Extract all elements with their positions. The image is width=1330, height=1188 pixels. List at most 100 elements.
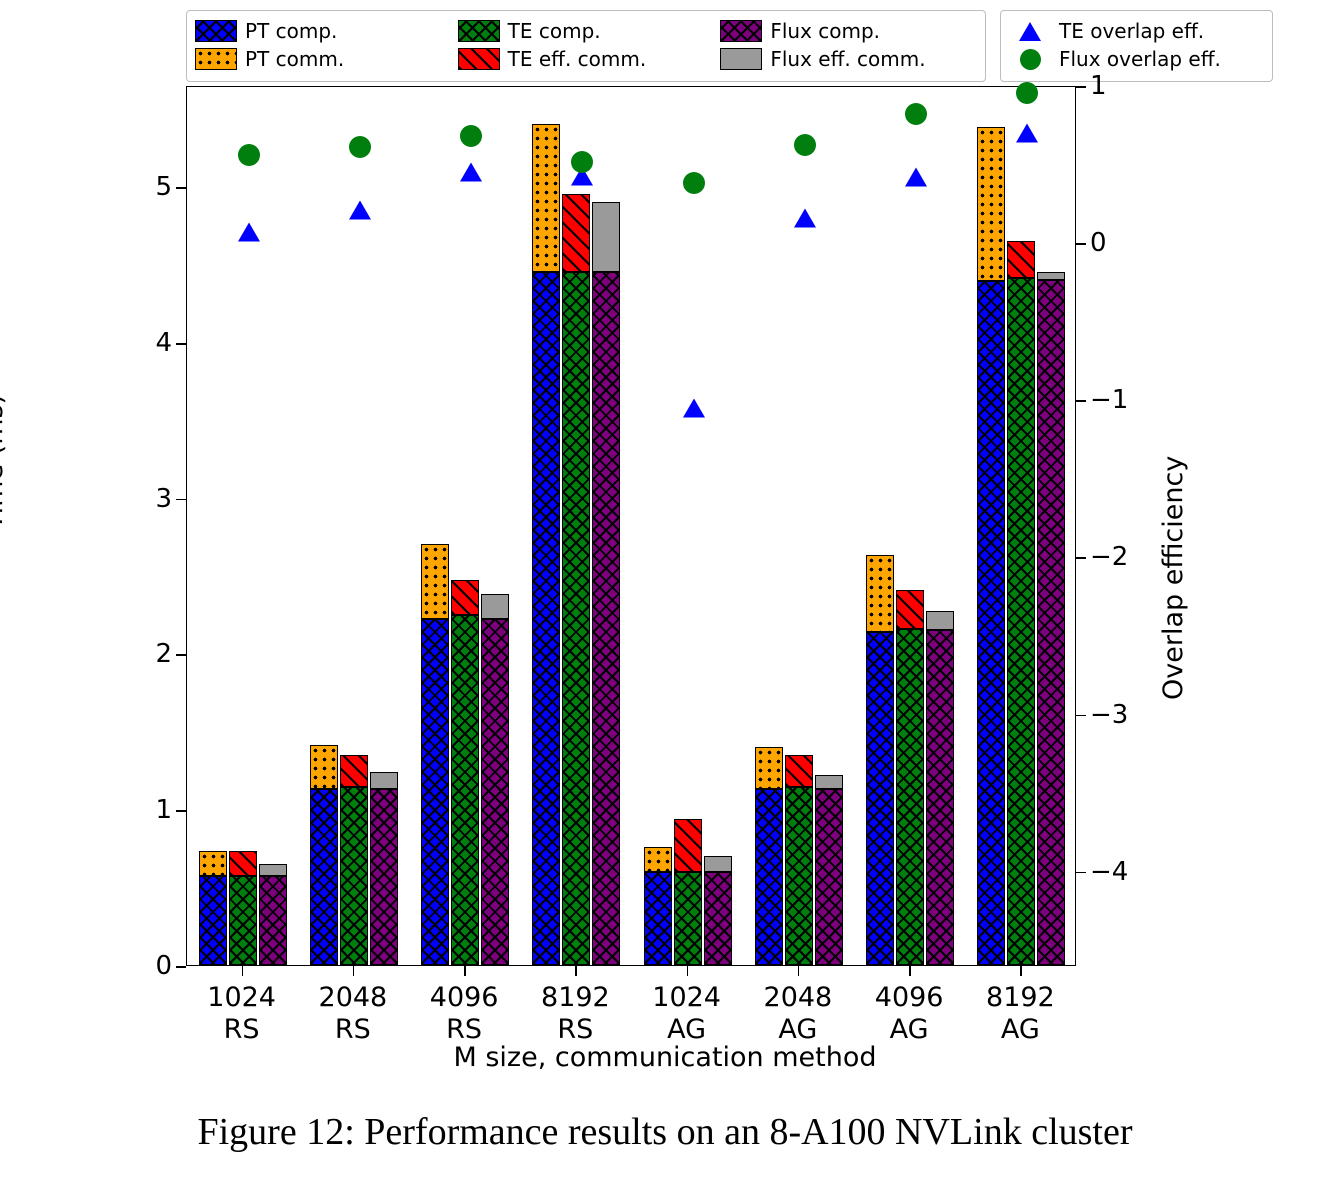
- bar-stack[interactable]: [592, 201, 621, 965]
- bar-stack[interactable]: [339, 754, 368, 965]
- y-axis-tick-mark-right: [1076, 243, 1086, 245]
- plot-area: [186, 82, 1076, 966]
- bar-segment-comm: [369, 771, 398, 789]
- bar-segment-comm: [1007, 240, 1036, 279]
- y-axis-tick-right: −1: [1090, 385, 1129, 416]
- y-axis-tick-mark-left: [176, 498, 186, 501]
- x-tick-method: AG: [889, 1013, 929, 1045]
- y-axis-tick-mark-right: [1076, 86, 1086, 88]
- bar-segment-comp: [896, 628, 925, 965]
- blue-triangle-marker: [1009, 20, 1051, 42]
- bar-stack[interactable]: [784, 754, 813, 965]
- bar-stack[interactable]: [481, 594, 510, 965]
- bar-segment-comm: [421, 544, 450, 620]
- bar-segment-comm: [562, 194, 591, 272]
- x-tick-method: AG: [667, 1013, 707, 1045]
- bar-stack[interactable]: [258, 863, 287, 965]
- bar-segment-comp: [1007, 278, 1036, 965]
- y-axis-tick-left: 4: [155, 327, 172, 358]
- bar-segment-comm: [673, 818, 702, 872]
- x-axis-label: M size, communication method: [453, 1042, 877, 1073]
- x-axis-tick-label: 1024 AG: [652, 982, 721, 1046]
- legend-item[interactable]: Flux overlap eff.: [1009, 45, 1264, 73]
- x-tick-size: 8192: [986, 982, 1055, 1013]
- flux-overlap-eff-marker: [905, 102, 928, 125]
- bar-stack[interactable]: [673, 818, 702, 965]
- x-axis-tick-mark: [909, 966, 911, 976]
- bar-stack[interactable]: [754, 746, 783, 965]
- bar-segment-comp: [228, 876, 257, 965]
- y-axis-tick-mark-left: [176, 342, 186, 345]
- bar-stack[interactable]: [896, 589, 925, 965]
- te-overlap-eff-marker: [1016, 123, 1039, 143]
- legend-item[interactable]: TE comp.: [457, 17, 715, 45]
- bar-stack[interactable]: [977, 127, 1006, 965]
- bar-stack[interactable]: [309, 745, 338, 965]
- bar-segment-comm: [866, 555, 895, 632]
- bar-segment-comp: [926, 630, 955, 965]
- bar-segment-comm: [784, 754, 813, 788]
- bar-stack[interactable]: [228, 851, 257, 965]
- bar-stack[interactable]: [814, 774, 843, 965]
- bar-segment-comp: [977, 281, 1006, 965]
- x-axis-tick-label: 4096 AG: [875, 982, 944, 1046]
- bar-stack[interactable]: [703, 856, 732, 965]
- bar-stack[interactable]: [369, 771, 398, 965]
- y-axis-tick-right: −4: [1090, 856, 1129, 887]
- legend-item[interactable]: Flux eff. comm.: [720, 45, 977, 73]
- bar-segment-comm: [198, 851, 227, 877]
- bar-stack[interactable]: [643, 846, 672, 965]
- bar-stack[interactable]: [562, 194, 591, 965]
- x-axis-tick-label: 8192 RS: [541, 982, 610, 1046]
- y-axis-tick-mark-left: [176, 810, 186, 812]
- te-overlap-eff-marker: [460, 162, 483, 182]
- legend-item[interactable]: PT comm.: [195, 45, 452, 73]
- legend-label: TE overlap eff.: [1059, 19, 1205, 43]
- bar-segment-comp: [481, 619, 510, 965]
- bar-segment-comm: [309, 745, 338, 789]
- legend-item[interactable]: Flux comp.: [720, 17, 977, 45]
- flux-overlap-eff-marker: [1016, 82, 1039, 105]
- te-overlap-eff-marker: [905, 167, 928, 187]
- x-axis-tick-mark: [686, 966, 689, 976]
- x-axis-tick-label: 2048 RS: [319, 982, 388, 1046]
- x-axis-tick-mark: [797, 966, 800, 976]
- te-overlap-eff-marker: [348, 200, 371, 220]
- bar-stack[interactable]: [198, 851, 227, 965]
- y-axis-tick-mark-left: [176, 187, 186, 189]
- bar-segment-comp: [673, 871, 702, 965]
- x-tick-method: AG: [1000, 1013, 1040, 1045]
- y-axis-tick-mark-left: [176, 654, 186, 657]
- bar-stack[interactable]: [421, 544, 450, 965]
- y-axis-tick-right: −3: [1090, 699, 1129, 730]
- bar-stack[interactable]: [1007, 240, 1036, 965]
- legend-item[interactable]: TE overlap eff.: [1009, 17, 1264, 45]
- bar-stack[interactable]: [866, 555, 895, 965]
- legend-item[interactable]: TE eff. comm.: [457, 45, 715, 73]
- bar-stack[interactable]: [451, 580, 480, 965]
- bar-segment-comm: [926, 611, 955, 631]
- x-axis-tick-mark: [575, 966, 577, 976]
- y-axis-tick-right: 0: [1090, 228, 1107, 259]
- bar-stack[interactable]: [532, 123, 561, 965]
- x-tick-method: RS: [446, 1013, 483, 1045]
- y-axis-tick-mark-right: [1076, 871, 1086, 874]
- bar-segment-comp: [1037, 279, 1066, 965]
- bar-segment-comp: [258, 876, 287, 965]
- bar-segment-comp: [703, 871, 732, 965]
- y-axis-tick-left: 0: [155, 951, 172, 981]
- te-overlap-eff-marker: [793, 208, 816, 228]
- bar-stack[interactable]: [926, 611, 955, 965]
- x-tick-size: 4096: [429, 982, 499, 1013]
- y-axis-label-right: Overlap efficiency: [1158, 455, 1189, 700]
- x-axis-tick-label: 4096 RS: [430, 982, 499, 1046]
- legend-item[interactable]: PT comp.: [195, 17, 452, 45]
- x-tick-size: 1024: [652, 982, 721, 1013]
- bar-stack[interactable]: [1037, 271, 1066, 965]
- legend-bars: PT comp. TE comp. Flux comp. PT comm. TE eff…: [186, 10, 986, 82]
- te-overlap-eff-marker: [682, 398, 705, 418]
- legend-label: PT comm.: [245, 47, 345, 71]
- x-tick-method: RS: [334, 1013, 371, 1045]
- x-tick-size: 2048: [763, 982, 833, 1013]
